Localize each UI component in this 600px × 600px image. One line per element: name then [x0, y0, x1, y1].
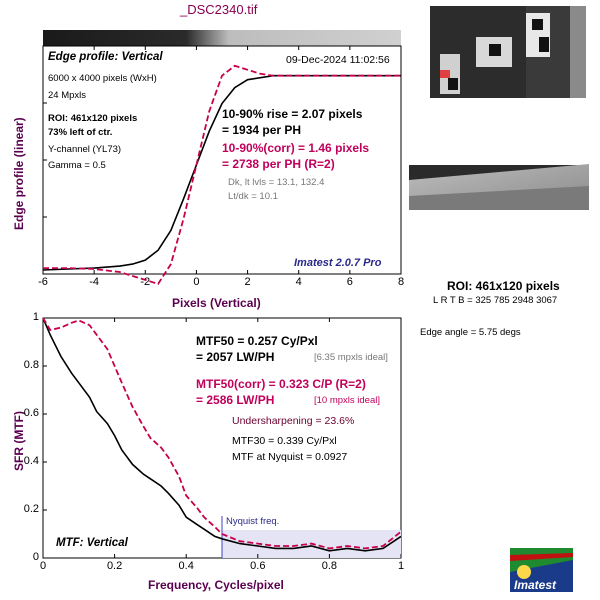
mtf-xtick-label: 0.8 — [321, 560, 338, 572]
channel: Y-channel (YL73) — [48, 144, 122, 155]
rise-per-ph: = 1934 per PH — [222, 123, 302, 137]
edge-xtick-label: -4 — [89, 276, 100, 288]
edge-xtick-label: 4 — [295, 276, 302, 288]
mtf50-corr-ideal: [10 mpxls ideal] — [314, 395, 381, 406]
edge-ylabel: Edge profile (linear) — [12, 117, 26, 230]
roi-position: 73% left of ctr. — [48, 127, 113, 138]
mtf50-corr-lwph: = 2586 LW/PH — [196, 393, 275, 407]
edge-date: 09-Dec-2024 11:02:56 — [286, 54, 390, 66]
mtf-xlabel: Frequency, Cycles/pixel — [148, 578, 284, 592]
mtf-series-corrected — [42, 317, 402, 550]
mtf-xtick-label: 0.4 — [178, 560, 194, 572]
undersharpening: Undersharpening = 23.6% — [232, 415, 355, 427]
roi-coords: L R T B = 325 785 2948 3067 — [433, 295, 558, 306]
imatest-logo — [510, 548, 573, 592]
mtf-ytick-label: 0.8 — [23, 359, 39, 371]
mtf-ytick-label: 0.4 — [23, 455, 39, 467]
image-mpxls: 24 Mpxls — [48, 90, 87, 101]
mtf30: MTF30 = 0.339 Cy/Pxl — [232, 435, 337, 447]
edge-xtick-label: -2 — [140, 276, 151, 288]
mtf-ytick-label: 0.6 — [23, 407, 39, 419]
version-label: Imatest 2.0.7 Pro — [294, 257, 382, 269]
edge-angle: Edge angle = 5.75 degs — [420, 327, 521, 338]
edge-gradient-strip — [43, 30, 401, 46]
mtf-at-nyquist: MTF at Nyquist = 0.0927 — [232, 451, 348, 463]
mtf-ytick-label: 0 — [32, 551, 39, 563]
mtf-xtick-label: 1 — [397, 560, 405, 572]
mtf-xtick-label: 0.6 — [250, 560, 266, 572]
edge-xtick-label: 0 — [193, 276, 200, 288]
roi-title: ROI: 461x120 pixels — [447, 279, 560, 293]
mtf-title: MTF: Vertical — [56, 537, 128, 549]
mtf-xtick-label: 0 — [39, 560, 47, 572]
mtf-xtick-label: 0.2 — [106, 560, 123, 572]
mtf-series-measured — [42, 317, 402, 552]
rise-corr-value: 10-90%(corr) = 1.46 pixels — [222, 141, 370, 155]
edge-xtick-label: 6 — [346, 276, 353, 288]
light-dark-ratio: Lt/dk = 10.1 — [228, 191, 278, 202]
logo-text: Imatest — [514, 578, 557, 592]
roi-size: ROI: 461x120 pixels — [48, 113, 138, 124]
mtf50-lwph: = 2057 LW/PH — [196, 350, 275, 364]
image-size: 6000 x 4000 pixels (WxH) — [48, 73, 157, 84]
rise-value: 10-90% rise = 2.07 pixels — [222, 107, 363, 121]
rise-corr-per-ph: = 2738 per PH (R=2) — [222, 157, 335, 171]
gamma: Gamma = 0.5 — [48, 160, 106, 171]
mtf50-ideal: [6.35 mpxls ideal] — [314, 352, 388, 363]
edge-xtick-label: 8 — [397, 276, 405, 288]
mtf-ytick-label: 0.2 — [23, 503, 39, 515]
edge-plot-frame — [42, 45, 402, 275]
edge-xlabel: Pixels (Vertical) — [172, 296, 261, 310]
nyquist-label: Nyquist freq. — [226, 516, 280, 527]
dark-light-levels: Dk, lt lvls = 13.1, 132.4 — [228, 177, 325, 188]
mtf50-corr-value: MTF50(corr) = 0.323 C/P (R=2) — [196, 377, 366, 391]
edge-xtick-label: -6 — [38, 276, 48, 288]
edge-series-measured — [42, 74, 401, 271]
edge-title: Edge profile: Vertical — [48, 51, 163, 63]
window-title: _DSC2340.tif — [180, 2, 258, 17]
mtf-ytick-label: 1 — [32, 311, 39, 323]
edge-xtick-label: 2 — [244, 276, 251, 288]
edge-series-corrected — [43, 64, 401, 285]
mtf50-value: MTF50 = 0.257 Cy/Pxl — [196, 334, 318, 348]
